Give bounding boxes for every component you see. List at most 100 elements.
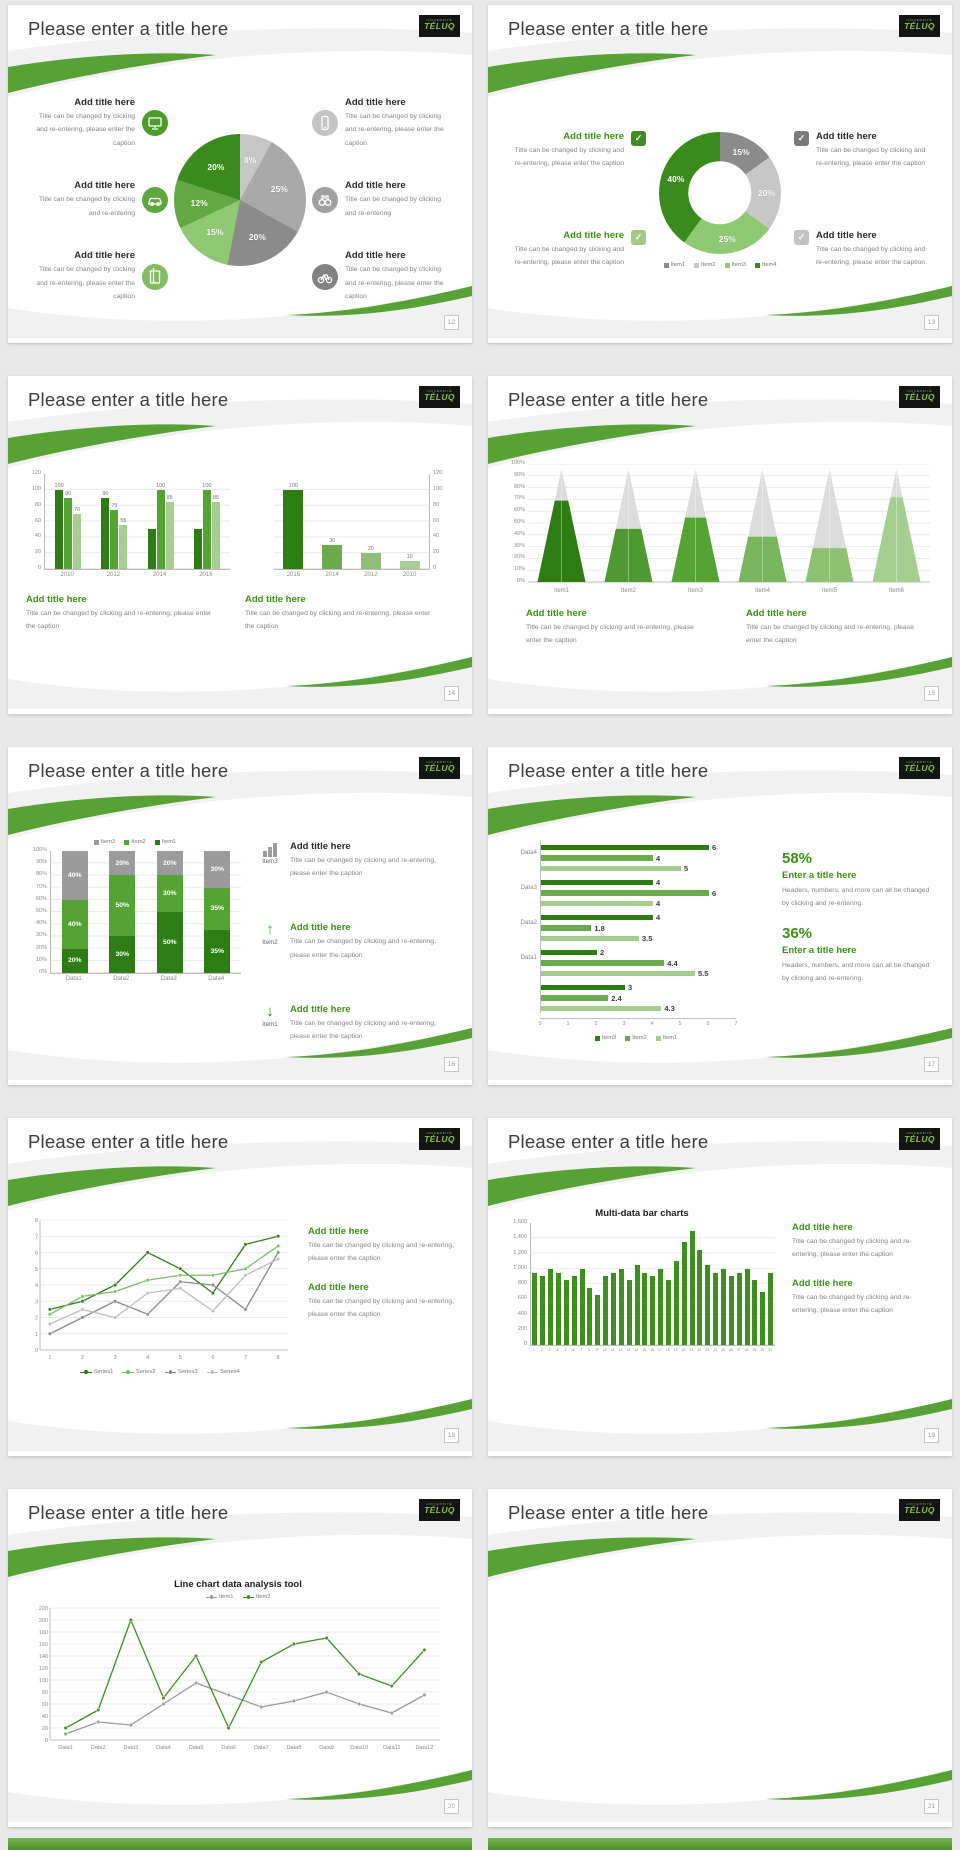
callout[interactable]: Add title here Title can be changed by cl… (506, 229, 646, 270)
bar-group (587, 1287, 593, 1345)
y-tick-label: 800 (517, 1280, 527, 1286)
hbar-group: Data1 2 4.4 5.5 (520, 948, 766, 978)
slide-16[interactable]: Please enter a title here UNIVERSITÉ TÉLU… (8, 747, 472, 1085)
y-tick-label: 0 (433, 565, 437, 571)
data-point (47, 1321, 52, 1327)
bar (563, 1280, 569, 1345)
callout-text: Add title here Title can be changed by cl… (345, 180, 454, 220)
data-point (47, 1331, 52, 1336)
element: 0% 10% 20% 30% 40% 50% 60% 70% 80% 90% 100% 20% 40% 4… (26, 847, 244, 975)
slide-title: Please enter a title here (508, 18, 709, 39)
y-axis: 0% 10% 20% 30% 40% 50% 60% 70% 80% 90% 100% (26, 847, 50, 974)
bar-group (689, 1230, 695, 1345)
car-icon (142, 187, 168, 213)
data-point (357, 1701, 362, 1707)
bar (603, 1276, 609, 1345)
y-tick-label: 100% (510, 460, 525, 466)
bar: 90 (64, 491, 73, 569)
stat-percent: 36% (782, 925, 813, 942)
captions-row: Add title here Title can be changed by cl… (506, 608, 934, 648)
slide-17[interactable]: Please enter a title here UNIVERSITÉ TÉLU… (488, 747, 952, 1085)
svg-text:100: 100 (39, 1678, 48, 1684)
icon-callout[interactable]: ↑ Item2 Add title here Title can be changed… (258, 922, 454, 962)
y-axis: 0 20 40 60 80 100 120 (26, 470, 44, 570)
hbar-bar (541, 949, 597, 956)
data-point (226, 1692, 231, 1698)
callout[interactable]: Add title here Title can be changed by cl… (26, 250, 168, 303)
donut-legend: Item1 Item2 Item3 Item4 (663, 262, 777, 268)
legend-label: Item3 (601, 1035, 617, 1041)
slide-15[interactable]: Please enter a title here UNIVERSITÉ TÉLU… (488, 376, 952, 714)
callout[interactable]: Add title here Title can be changed by cl… (312, 97, 454, 150)
legend-label: Item1 (161, 839, 177, 845)
callout[interactable]: ✓ Add title here Title can be changed by c… (794, 130, 934, 171)
stat-title: Enter a title here (782, 869, 857, 881)
slide-12[interactable]: Please enter a title here UNIVERSITÉ TÉLU… (8, 5, 472, 343)
marker-line (205, 1596, 210, 1598)
bar: 75 (110, 503, 119, 569)
stat-block[interactable]: 58% Enter a title here Headers, numbers, a… (782, 850, 934, 910)
stats-col: 58% Enter a title here Headers, numbers, a… (782, 841, 934, 1055)
stat-block[interactable]: 36% Enter a title here Headers, numbers, a… (782, 925, 934, 985)
bar-value-label: 20 (367, 546, 374, 553)
slide-title: Please enter a title here (28, 760, 229, 781)
x-tick-label: 2010 (60, 572, 74, 578)
bar (642, 1272, 648, 1345)
slide-19[interactable]: Please enter a title here UNIVERSITÉ TÉLU… (488, 1118, 952, 1456)
element: 100 30 20 10 0 20 40 60 80 100 120 (274, 470, 454, 571)
callout[interactable]: Add title here Title can be changed by cl… (312, 250, 454, 303)
slide-18[interactable]: Please enter a title here UNIVERSITÉ TÉLU… (8, 1118, 472, 1456)
y-tick-label: 80% (35, 871, 47, 878)
slide-13[interactable]: Please enter a title here UNIVERSITÉ TÉLU… (488, 5, 952, 343)
bar-group (634, 1264, 640, 1345)
stacked-column: 20% 40% 40% (61, 851, 88, 973)
callout[interactable]: ✓ Add title here Title can be changed by c… (794, 229, 934, 270)
phone-icon (312, 110, 338, 137)
callout[interactable]: Add title here Title can be changed by cl… (26, 97, 168, 150)
bar (556, 1272, 561, 1345)
hbar-line: 2 (541, 948, 766, 957)
x-tick-label: 26 (728, 1348, 733, 1352)
slide-14[interactable]: Please enter a title here UNIVERSITÉ TÉLU… (8, 376, 472, 714)
x-tick-label: 5 (678, 1021, 682, 1027)
logo-university-text: UNIVERSITÉ (906, 759, 933, 764)
hbar-value-label: 3.5 (642, 934, 653, 943)
icon-callout[interactable]: Item3 Add title here Title can be changed … (258, 841, 454, 881)
data-point (324, 1635, 329, 1641)
bar-group (532, 1272, 538, 1345)
slide-title: Please enter a title here (508, 1131, 709, 1152)
svg-text:Data8: Data8 (287, 1745, 302, 1751)
bar (650, 1276, 656, 1345)
svg-text:8: 8 (35, 1218, 38, 1224)
slide-20[interactable]: Please enter a title here UNIVERSITÉ TÉLU… (8, 1489, 472, 1827)
svg-text:2: 2 (81, 1355, 84, 1361)
cone-fill (537, 500, 586, 582)
y-tick-label: 60% (35, 895, 47, 902)
stacked-legend: Item3 Item2 Item1 (26, 839, 244, 845)
callout-caption: Title can be changed by clicking and re-… (290, 857, 436, 878)
donut-wrap: 15% 20% 25% 40% Item1 Item2 Item3 Item4 (646, 93, 794, 307)
slide-21[interactable]: Please enter a title here UNIVERSITÉ TÉLU… (488, 1489, 952, 1827)
callout[interactable]: Add title here Title can be changed by cl… (312, 180, 454, 220)
page-number-badge: 21 (924, 1799, 939, 1814)
svg-text:1: 1 (48, 1355, 51, 1361)
hbar-value-label: 4 (656, 913, 661, 922)
svg-text:200: 200 (39, 1618, 48, 1624)
data-point (178, 1273, 183, 1278)
bar (595, 1295, 601, 1345)
hbar-value-label: 4.4 (667, 958, 678, 968)
y-tick-label: 200 (517, 1325, 527, 1332)
slice-percent-label: 20% (757, 188, 775, 198)
icon-callout[interactable]: ↓ Item1 Add title here Title can be changed… (258, 1003, 454, 1044)
slide-title: Please enter a title here (28, 18, 229, 39)
callout[interactable]: Add title here Title can be changed by cl… (26, 180, 168, 220)
legend-entry: Item1 (205, 1594, 234, 1600)
legend-swatch (625, 1035, 631, 1041)
captions-col: Add title here Title can be changed by cl… (308, 1214, 454, 1428)
stack-segment: 30% (109, 936, 136, 973)
callout[interactable]: Add title here Title can be changed by cl… (506, 130, 646, 171)
bar-value-label: 100 (54, 482, 64, 489)
bar (193, 529, 202, 569)
callout-caption: Title can be changed by clicking and re-… (290, 938, 436, 959)
legend-entry: Item2 (694, 262, 716, 268)
